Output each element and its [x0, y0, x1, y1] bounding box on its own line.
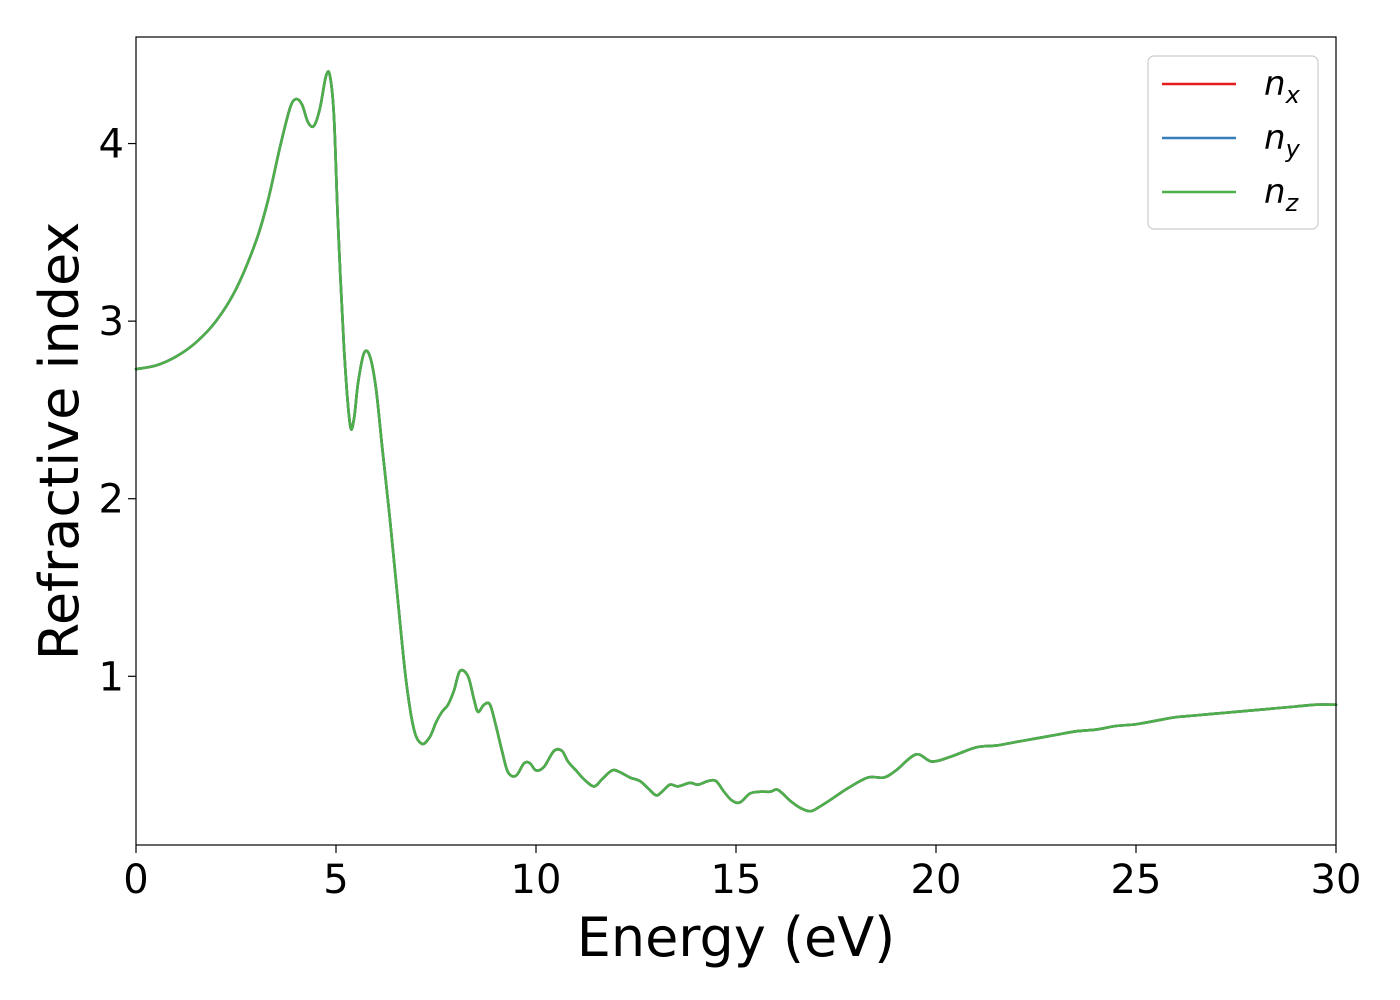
legend-label: nz [1264, 172, 1300, 217]
y-axis-label: Refractive index [28, 222, 91, 661]
series-layer [134, 70, 1338, 813]
x-axis-ticks: 0 5 10 15 20 25 30 [123, 845, 1361, 903]
series-line-n-z [134, 70, 1338, 813]
legend-label: nx [1264, 64, 1301, 109]
x-axis-label: Energy (eV) [577, 906, 896, 969]
legend-box [1147, 55, 1319, 230]
y-tick-label: 1 [99, 654, 124, 700]
x-tick-label: 10 [511, 857, 562, 903]
y-axis-ticks: 1 2 3 4 [99, 122, 136, 700]
legend-label: ny [1264, 118, 1301, 163]
x-tick-label: 20 [911, 857, 962, 903]
x-tick-label: 30 [1311, 857, 1362, 903]
y-tick-label: 4 [99, 122, 124, 168]
y-tick-label: 3 [99, 299, 124, 345]
x-tick-label: 25 [1111, 857, 1162, 903]
legend: nx ny nz [1147, 55, 1319, 230]
x-tick-label: 5 [323, 857, 348, 903]
x-tick-label: 15 [711, 857, 762, 903]
x-tick-label: 0 [123, 857, 148, 903]
y-tick-label: 2 [99, 477, 124, 523]
